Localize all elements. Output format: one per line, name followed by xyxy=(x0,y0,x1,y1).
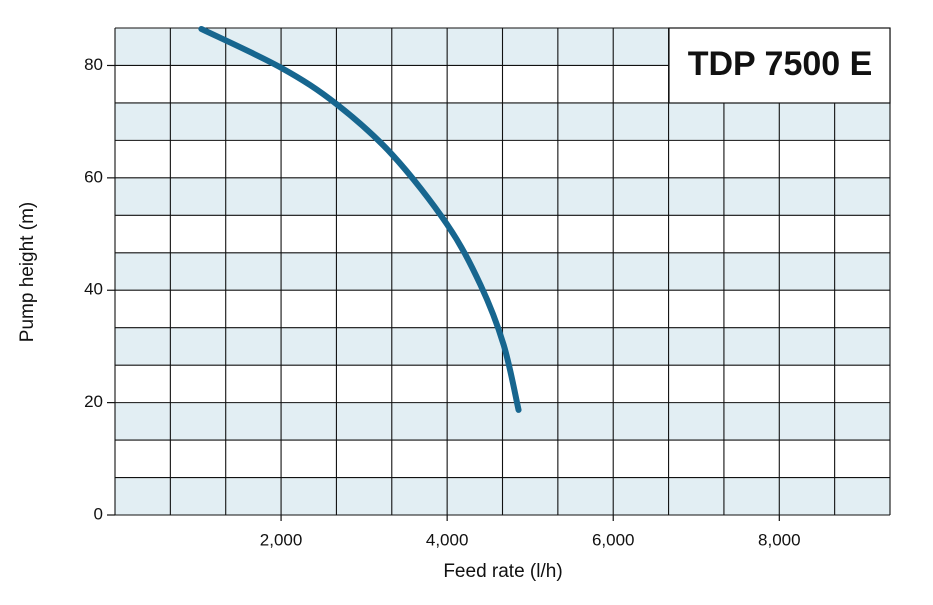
y-axis-label: Pump height (m) xyxy=(17,202,38,342)
x-tick-label: 4,000 xyxy=(426,530,469,549)
title-box xyxy=(668,27,891,104)
lines xyxy=(198,25,522,413)
y-tick-label: 0 xyxy=(94,504,103,523)
x-tick-label: 2,000 xyxy=(260,530,303,549)
x-tick-label: 8,000 xyxy=(758,530,801,549)
y-tick-label: 20 xyxy=(84,392,103,411)
x-axis-label: Feed rate (l/h) xyxy=(443,561,562,582)
y-tick-label: 80 xyxy=(84,55,103,74)
ticks: 0 20 40 60 80 2,000 4,000 6,000 8,000 xyxy=(84,55,801,550)
y-tick-label: 40 xyxy=(84,280,103,299)
y-tick-label: 60 xyxy=(84,167,103,186)
chart-title: TDP 7500 E xyxy=(688,45,873,83)
series-line xyxy=(198,25,522,413)
x-tick-label: 6,000 xyxy=(592,530,635,549)
